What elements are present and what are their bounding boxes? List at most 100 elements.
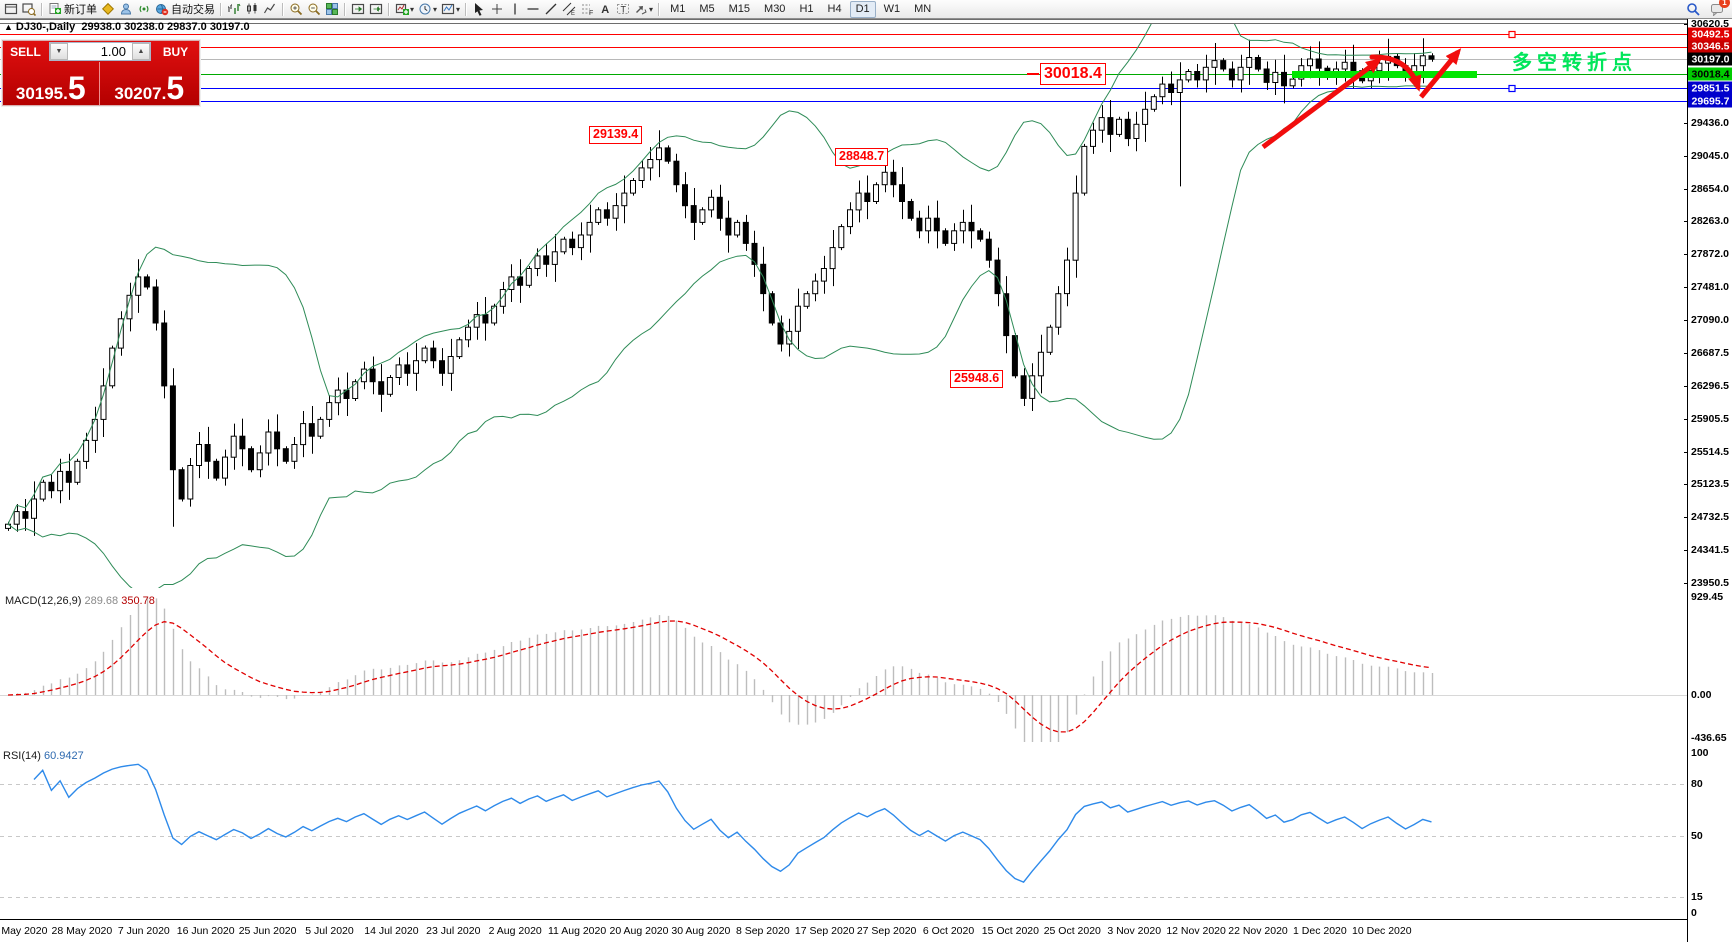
auto-scroll-button[interactable]	[367, 1, 385, 17]
date-tick-label: 12 Nov 2020	[1166, 925, 1226, 937]
bollinger-lower-band	[7, 85, 1432, 588]
svg-text:F: F	[589, 10, 593, 16]
trend-line-button[interactable]	[542, 1, 560, 17]
search-icon	[1686, 2, 1700, 16]
new-order-button[interactable]: 新订单	[46, 1, 99, 17]
bar-chart-button[interactable]	[225, 1, 243, 17]
toolbar-separator	[220, 2, 222, 16]
sell-price-pips: 5	[67, 69, 86, 106]
arrows-button[interactable]: ▾	[632, 1, 655, 17]
channel-button[interactable]: E	[560, 1, 578, 17]
volume-increase-button[interactable]: ▲	[132, 43, 150, 60]
sell-button[interactable]: SELL	[10, 44, 41, 59]
timeframe-w1-button[interactable]: W1	[883, 2, 901, 15]
data-window-icon	[119, 2, 133, 16]
candle-chart-button[interactable]	[243, 1, 261, 17]
bull-bear-turning-point-note[interactable]: 多空转折点	[1512, 52, 1637, 74]
zoom-out-button[interactable]	[305, 1, 323, 17]
rsi-axis-label: 80	[1691, 778, 1703, 790]
chart-window-icon	[4, 2, 18, 16]
date-tick-label: 17 Sep 2020	[794, 925, 855, 937]
price-badge: 29851.5	[1688, 81, 1732, 95]
timeframe-m5-button[interactable]: M5	[699, 2, 715, 15]
chart-window[interactable]: ▲ DJ30-,Daily 29938.0 30238.0 29837.0 301…	[0, 18, 1732, 942]
price-tick-mark	[1684, 221, 1688, 223]
crosshair-button[interactable]	[488, 1, 506, 17]
line-chart-button[interactable]	[261, 1, 279, 17]
price-badge: 29695.7	[1688, 94, 1732, 108]
date-tick-label: 14 Jul 2020	[364, 925, 419, 937]
timeframe-m15-button[interactable]: M15	[728, 2, 751, 15]
price-tick-mark	[1684, 123, 1688, 124]
templates-button[interactable]: ▾	[439, 1, 462, 17]
price-annotation-label[interactable]: 28848.7	[835, 148, 889, 166]
zoom-in-button[interactable]	[287, 1, 305, 17]
date-tick-label: 15 Oct 2020	[981, 925, 1039, 937]
date-tick-label: 2 Aug 2020	[488, 925, 542, 937]
volume-decrease-button[interactable]: ▼	[50, 43, 68, 60]
signals-button[interactable]	[135, 1, 153, 17]
rsi-axis-label: 0	[1691, 907, 1697, 919]
one-click-collapse-icon[interactable]: ▲	[4, 22, 13, 32]
timeframe-d1-button[interactable]: D1	[849, 0, 876, 18]
search-button[interactable]	[1684, 1, 1702, 17]
tile-windows-button[interactable]	[323, 1, 341, 17]
price-annotation-label[interactable]: 30018.4	[1040, 63, 1106, 85]
timeframe-m1-button[interactable]: M1	[670, 2, 686, 15]
horizontal-line-icon	[526, 2, 540, 16]
date-tick-label: 10 Dec 2020	[1352, 925, 1412, 937]
signals-icon	[137, 2, 151, 16]
timeframe-mn-button[interactable]: MN	[914, 2, 932, 15]
auto-scroll-icon	[369, 2, 383, 16]
timeframe-h1-button[interactable]: H1	[799, 2, 814, 15]
price-annotation-label[interactable]: 29139.4	[589, 126, 643, 144]
channel-icon: E	[562, 2, 576, 16]
notifications-button[interactable]: 1	[1708, 0, 1730, 17]
vertical-line-button[interactable]	[506, 1, 524, 17]
price-tick-label: 25905.5	[1691, 412, 1729, 425]
macd-indicator-panel[interactable]	[0, 592, 1687, 742]
chart-window-button[interactable]	[2, 1, 20, 17]
date-tick-label: 3 Nov 2020	[1107, 925, 1162, 937]
sell-price[interactable]: 30195. 5	[3, 62, 100, 105]
volume-input[interactable]: 1.00	[100, 44, 126, 59]
chart-symbol-title: ▲ DJ30-,Daily 29938.0 30238.0 29837.0 301…	[4, 21, 250, 33]
chart-shift-button[interactable]	[349, 1, 367, 17]
trend-arrows[interactable]	[1261, 48, 1462, 150]
macd-axis-label: 929.45	[1691, 591, 1724, 603]
price-annotation-label[interactable]: 25948.6	[950, 370, 1004, 388]
timeframe-h4-button[interactable]: H4	[827, 2, 842, 15]
date-tick-label: 25 Oct 2020	[1043, 925, 1101, 937]
timeframe-m30-button[interactable]: M30	[764, 2, 786, 15]
cursor-button[interactable]	[470, 1, 488, 17]
panel-divider-rsi[interactable]	[0, 19, 1687, 24]
date-tick-label: 23 Jul 2020	[426, 925, 481, 937]
price-tick-label: 24732.5	[1691, 511, 1729, 524]
date-tick-label: 20 Aug 2020	[609, 925, 669, 937]
fibonacci-button[interactable]: F	[578, 1, 596, 17]
templates-icon	[441, 2, 455, 16]
buy-price-main: 30207.	[114, 84, 167, 103]
text-label-button[interactable]: T	[614, 1, 632, 17]
text-button[interactable]: A	[596, 1, 614, 17]
date-tick-label: 5 Jul 2020	[305, 925, 354, 937]
zoom-out-icon	[307, 2, 321, 16]
add-indicator-button[interactable]: ▾	[393, 1, 416, 17]
chart-preview-button[interactable]	[20, 1, 38, 17]
candle-chart-icon	[245, 2, 259, 16]
price-tick-mark	[1684, 582, 1688, 584]
sell-price-main: 30195.	[15, 84, 68, 103]
rsi-indicator-panel[interactable]	[0, 747, 1687, 920]
horizontal-line-button[interactable]	[524, 1, 542, 17]
data-window-button[interactable]	[117, 1, 135, 17]
toolbar-separator	[344, 2, 346, 16]
support-zone-bar[interactable]	[1292, 71, 1477, 78]
buy-button[interactable]: BUY	[162, 44, 189, 59]
main-price-chart[interactable]	[0, 19, 1687, 588]
price-tick-label: 28654.0	[1691, 182, 1729, 195]
buy-price[interactable]: 30207. 5	[100, 62, 199, 105]
market-watch-button[interactable]	[99, 1, 117, 17]
auto-trading-button[interactable]: 自动交易	[153, 1, 217, 17]
periods-button[interactable]: ▾	[416, 1, 439, 17]
